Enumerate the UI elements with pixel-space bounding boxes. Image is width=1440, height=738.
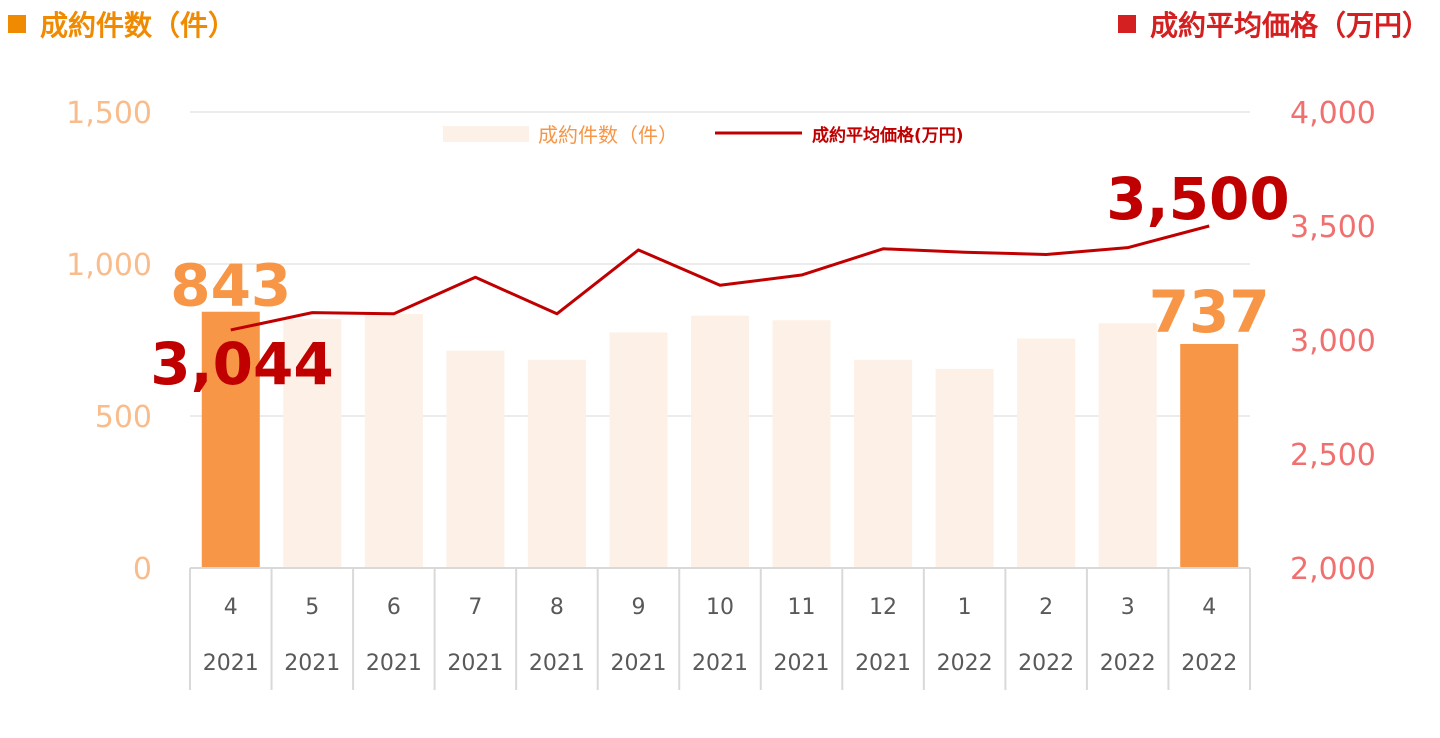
right-axis-tick: 3,000 — [1290, 324, 1376, 359]
category-month: 4 — [1202, 595, 1216, 620]
category-year: 2021 — [203, 651, 259, 676]
category-month: 9 — [631, 595, 645, 620]
bar — [364, 314, 423, 568]
bar — [1098, 323, 1157, 568]
bar — [935, 368, 994, 568]
last-price-label: 3,500 — [1106, 165, 1289, 233]
last-bar-label: 737 — [1149, 278, 1270, 346]
category-year: 2022 — [1181, 651, 1237, 676]
right-axis-tick: 3,500 — [1290, 210, 1376, 245]
right-axis-header: 成約平均価格（万円） — [1117, 4, 1430, 44]
left-header-swatch — [8, 15, 26, 33]
category-year: 2022 — [1018, 651, 1074, 676]
category-year: 2021 — [774, 651, 830, 676]
left-axis-tick: 1,000 — [66, 248, 152, 283]
category-month: 3 — [1121, 595, 1135, 620]
category-year: 2021 — [610, 651, 666, 676]
bar — [283, 318, 342, 568]
bar — [691, 315, 749, 568]
right-axis-tick: 2,000 — [1290, 552, 1376, 587]
left-axis-tick: 1,500 — [66, 96, 152, 131]
category-year: 2021 — [366, 651, 422, 676]
bar — [527, 359, 586, 568]
bar — [609, 332, 668, 568]
left-header-title: 成約件数（件） — [40, 9, 237, 42]
right-axis-tick: 4,000 — [1290, 96, 1376, 131]
right-header-swatch — [1117, 15, 1136, 33]
category-year: 2021 — [692, 651, 748, 676]
category-year: 2021 — [855, 651, 911, 676]
first-bar-label: 843 — [170, 252, 291, 320]
category-month: 1 — [958, 595, 972, 620]
category-month: 8 — [550, 595, 564, 620]
category-year: 2021 — [447, 651, 503, 676]
category-month: 2 — [1039, 595, 1053, 620]
bar — [446, 350, 505, 568]
bar — [854, 359, 913, 568]
left-axis-header: 成約件数（件） — [8, 4, 236, 44]
price-line — [230, 224, 1210, 332]
category-month: 12 — [869, 595, 897, 620]
category-month: 11 — [788, 595, 816, 620]
legend-bar-label: 成約件数（件） — [538, 123, 678, 147]
legend-line-label: 成約平均価格(万円) — [812, 125, 964, 146]
category-month: 10 — [706, 595, 734, 620]
bar — [772, 320, 831, 568]
legend-bar-swatch — [443, 126, 529, 142]
bar-highlight — [201, 311, 260, 568]
left-axis-tick: 500 — [95, 400, 152, 435]
category-year: 2021 — [284, 651, 340, 676]
category-month: 7 — [468, 595, 482, 620]
category-year: 2022 — [937, 651, 993, 676]
bar-highlight — [1180, 343, 1239, 568]
left-axis-tick: 0 — [133, 552, 152, 587]
category-month: 5 — [305, 595, 319, 620]
category-month: 6 — [387, 595, 401, 620]
bar — [1017, 338, 1076, 568]
right-header-title: 成約平均価格（万円） — [1149, 9, 1430, 42]
first-price-label: 3,044 — [150, 330, 333, 398]
category-month: 4 — [224, 595, 238, 620]
category-year: 2022 — [1100, 651, 1156, 676]
right-axis-tick: 2,500 — [1290, 438, 1376, 473]
category-year: 2021 — [529, 651, 585, 676]
